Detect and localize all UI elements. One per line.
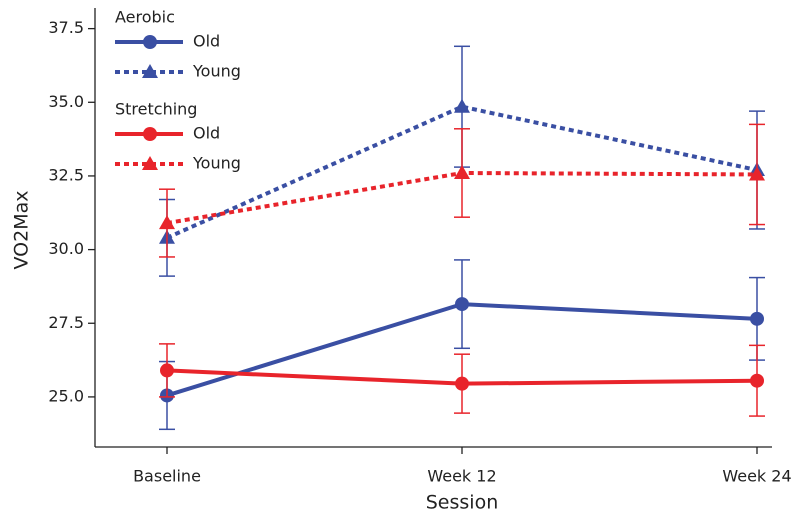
x-tick-label: Week 24	[722, 467, 791, 486]
legend-group-title: Aerobic	[115, 8, 175, 27]
legend-marker	[142, 156, 158, 170]
data-point	[455, 297, 469, 312]
x-tick-label: Baseline	[133, 467, 201, 486]
y-tick-label: 27.5	[48, 313, 84, 332]
legend-label: Young	[192, 62, 241, 81]
legend-marker	[143, 35, 157, 49]
y-tick-label: 37.5	[48, 18, 84, 37]
data-point	[750, 373, 764, 388]
y-axis-label: VO2Max	[11, 191, 33, 270]
x-axis-label: Session	[426, 492, 499, 514]
data-point	[159, 215, 175, 230]
y-tick-label: 30.0	[48, 239, 84, 258]
data-point	[455, 376, 469, 391]
data-point	[454, 164, 470, 179]
y-tick-label: 25.0	[48, 386, 84, 405]
x-tick-label: Week 12	[427, 467, 496, 486]
data-point	[454, 98, 470, 113]
legend-marker	[143, 127, 157, 141]
series-line	[166, 104, 758, 240]
legend-group-title: Stretching	[115, 100, 197, 119]
y-tick-label: 32.5	[48, 165, 84, 184]
legend-label: Young	[192, 154, 241, 173]
y-tick-label: 35.0	[48, 92, 84, 111]
data-point	[750, 311, 764, 326]
legend-label: Old	[193, 32, 220, 51]
data-point	[160, 363, 174, 378]
data-point	[749, 166, 765, 181]
legend-marker	[142, 64, 158, 78]
legend-label: Old	[193, 124, 220, 143]
